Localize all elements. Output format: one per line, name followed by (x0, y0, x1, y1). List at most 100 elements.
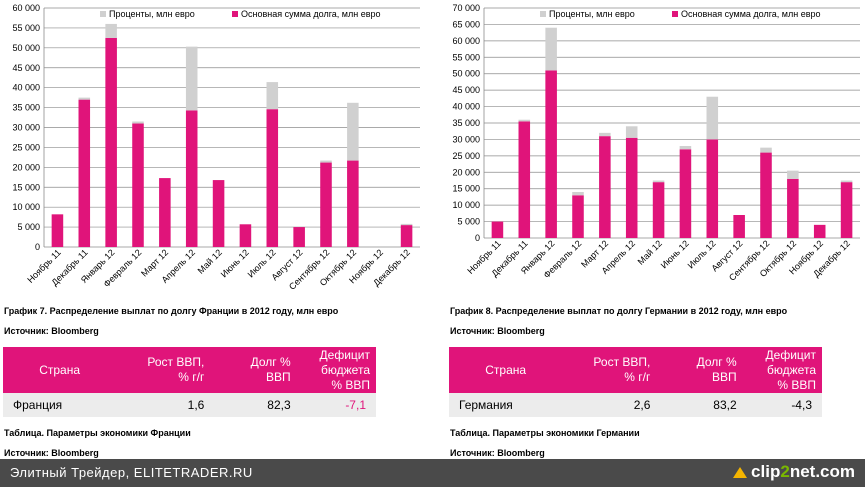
france-chart-title: График 7. Распределение выплат по долгу … (4, 306, 339, 316)
footer-site-text[interactable]: Элитный Трейдер, ELITETRADER.RU (10, 465, 253, 480)
bar-principal (212, 180, 225, 247)
bar-interest (679, 146, 692, 150)
y-tick-label: 50 000 (452, 69, 480, 79)
y-tick-label: 25 000 (452, 151, 480, 161)
bar-interest (185, 46, 198, 111)
header-deficit: Дефицит бюджета% ВВП (744, 347, 822, 393)
germany-table-source: Источник: Bloomberg (450, 448, 545, 458)
y-tick-label: 40 000 (12, 83, 40, 93)
y-tick-label: 15 000 (452, 184, 480, 194)
bar-principal (320, 162, 332, 247)
x-tick-label: Июнь 12 (219, 247, 251, 279)
table-row: Германия 2,6 83,2 -4,3 (449, 393, 822, 417)
y-tick-label: 0 (35, 242, 40, 252)
bar-interest (760, 147, 772, 153)
header-country: Страна (3, 347, 117, 393)
france-table-caption: Таблица. Параметры экономики Франции (4, 428, 191, 438)
legend-swatch-interest (100, 11, 106, 17)
bar-interest (545, 27, 557, 71)
y-tick-label: 10 000 (12, 202, 40, 212)
y-tick-label: 25 000 (12, 142, 40, 152)
bar-interest (320, 160, 332, 163)
footer-bar: Элитный Трейдер, ELITETRADER.RU clip2net… (0, 459, 865, 487)
y-tick-label: 60 000 (452, 36, 480, 46)
table-header-row: Страна Рост ВВП,% г/г Долг % ВВП Дефицит б… (3, 347, 376, 393)
bar-interest (518, 119, 531, 122)
header-debt: Долг % ВВП (658, 347, 745, 393)
germany-chart-title: График 8. Распределение выплат по долгу … (450, 306, 788, 316)
y-tick-label: 20 000 (452, 167, 480, 177)
bar-principal (491, 221, 504, 238)
bar-interest (840, 180, 853, 183)
france-table-source: Источник: Bloomberg (4, 448, 99, 458)
bar-interest (400, 223, 413, 226)
y-tick-label: 30 000 (12, 123, 40, 133)
bar-principal (239, 224, 252, 247)
y-tick-label: 40 000 (452, 102, 480, 112)
y-tick-label: 55 000 (12, 23, 40, 33)
bar-interest (652, 180, 665, 183)
y-tick-label: 35 000 (12, 103, 40, 113)
bar-principal (518, 121, 531, 238)
bar-principal (813, 224, 826, 238)
cell-gdp-growth: 2,6 (562, 393, 659, 417)
bar-principal (599, 136, 611, 238)
legend-label-interest: Проценты, млн евро (109, 9, 195, 19)
y-tick-label: 20 000 (12, 162, 40, 172)
bar-interest (706, 96, 719, 140)
header-debt: Долг % ВВП (212, 347, 299, 393)
bar-principal (572, 195, 584, 238)
cell-debt: 83,2 (658, 393, 745, 417)
france-chart-source: Источник: Bloomberg (4, 326, 99, 336)
table-header-row: Страна Рост ВВП,% г/г Долг % ВВП Дефицит б… (449, 347, 822, 393)
header-country: Страна (449, 347, 563, 393)
bar-interest (572, 192, 584, 196)
bar-principal (266, 109, 279, 247)
y-tick-label: 65 000 (452, 19, 480, 29)
clip2net-logo[interactable]: clip2net.com (733, 462, 855, 482)
bar-principal (545, 70, 557, 238)
bar-principal (400, 225, 413, 247)
y-tick-label: 5 000 (457, 217, 480, 227)
header-gdp-growth: Рост ВВП,% г/г (562, 347, 659, 393)
legend-swatch-principal (232, 11, 238, 17)
legend-swatch-interest (540, 11, 546, 17)
cell-deficit: -7,1 (298, 393, 376, 417)
x-tick-label: Июнь 12 (659, 238, 691, 270)
y-tick-label: 30 000 (452, 134, 480, 144)
header-gdp-growth: Рост ВВП,% г/г (116, 347, 213, 393)
cell-deficit: -4,3 (744, 393, 822, 417)
bar-principal (733, 215, 745, 238)
y-tick-label: 5 000 (17, 222, 40, 232)
bar-principal (347, 160, 359, 247)
bar-principal (78, 99, 91, 247)
germany-table-caption: Таблица. Параметры экономики Германии (450, 428, 640, 438)
bar-interest (266, 82, 279, 110)
germany-economy-table: Страна Рост ВВП,% г/г Долг % ВВП Дефицит б… (449, 347, 822, 417)
y-tick-label: 50 000 (12, 43, 40, 53)
upload-arrow-icon (733, 467, 748, 478)
legend-swatch-principal (672, 11, 678, 17)
y-tick-label: 0 (475, 233, 480, 243)
bar-principal (51, 214, 64, 247)
bar-principal (293, 227, 305, 247)
cell-country: Германия (449, 393, 563, 417)
bar-interest (625, 126, 638, 138)
cell-gdp-growth: 1,6 (116, 393, 213, 417)
bar-interest (78, 97, 91, 100)
bar-principal (105, 37, 117, 247)
cell-country: Франция (3, 393, 117, 417)
bar-principal (132, 123, 144, 247)
germany-debt-chart: 0 5 000 10 000 15 000 20 000 25 000 30 000 35 0… (452, 3, 860, 283)
y-tick-label: 35 000 (452, 118, 480, 128)
bar-principal (159, 178, 171, 247)
france-debt-chart: 0 5 000 10 000 15 000 20 000 25 000 30 000 35 0… (12, 3, 420, 292)
bar-principal (787, 178, 799, 238)
logo-part-a: clip (751, 462, 781, 481)
legend-label-principal: Основная сумма долга, млн евро (241, 9, 381, 19)
germany-chart-source: Источник: Bloomberg (450, 326, 545, 336)
legend-label-interest: Проценты, млн евро (549, 9, 635, 19)
bar-interest (105, 23, 117, 38)
logo-part-c: net.com (789, 462, 855, 481)
y-tick-label: 15 000 (12, 182, 40, 192)
